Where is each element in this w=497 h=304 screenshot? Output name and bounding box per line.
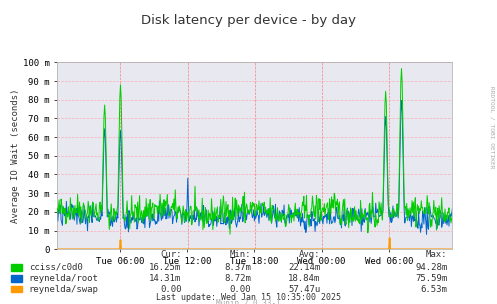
Text: 22.14m: 22.14m <box>288 263 321 272</box>
Text: 16.25m: 16.25m <box>149 263 181 272</box>
Text: cciss/c0d0: cciss/c0d0 <box>29 263 83 272</box>
Text: Disk latency per device - by day: Disk latency per device - by day <box>141 14 356 27</box>
Text: Min:: Min: <box>230 250 251 259</box>
Text: 94.28m: 94.28m <box>415 263 447 272</box>
Text: 57.47u: 57.47u <box>288 285 321 294</box>
Text: Last update: Wed Jan 15 10:35:00 2025: Last update: Wed Jan 15 10:35:00 2025 <box>156 293 341 302</box>
Text: 14.31m: 14.31m <box>149 274 181 283</box>
Text: 6.53m: 6.53m <box>420 285 447 294</box>
Text: Avg:: Avg: <box>299 250 321 259</box>
Text: Munin 2.0.33-1: Munin 2.0.33-1 <box>216 299 281 304</box>
Y-axis label: Average IO Wait (seconds): Average IO Wait (seconds) <box>11 88 20 223</box>
Text: 8.37m: 8.37m <box>224 263 251 272</box>
Text: RRDTOOL / TOBI OETIKER: RRDTOOL / TOBI OETIKER <box>490 86 495 169</box>
Text: 0.00: 0.00 <box>160 285 181 294</box>
Text: 0.00: 0.00 <box>230 285 251 294</box>
Text: 75.59m: 75.59m <box>415 274 447 283</box>
Text: Cur:: Cur: <box>160 250 181 259</box>
Text: reynelda/swap: reynelda/swap <box>29 285 99 294</box>
Text: reynelda/root: reynelda/root <box>29 274 99 283</box>
Text: Max:: Max: <box>426 250 447 259</box>
Text: 8.72m: 8.72m <box>224 274 251 283</box>
Text: 18.84m: 18.84m <box>288 274 321 283</box>
